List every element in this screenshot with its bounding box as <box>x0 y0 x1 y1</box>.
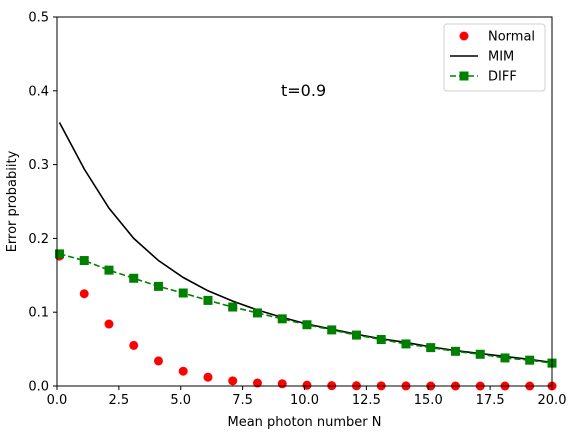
point-normal-3 <box>129 340 139 350</box>
y-tick-label-3: 0.3 <box>28 158 49 173</box>
legend-box <box>443 23 546 92</box>
point-normal-2 <box>104 319 114 329</box>
point-diff-11 <box>327 325 337 335</box>
y-tick-label-1: 0.1 <box>28 306 49 321</box>
x-tick-label-3: 7.5 <box>232 393 253 408</box>
point-diff-1 <box>79 256 89 266</box>
point-diff-10 <box>302 320 312 330</box>
point-diff-3 <box>129 273 139 283</box>
x-tick-label-1: 2.5 <box>109 393 130 408</box>
point-diff-15 <box>426 343 436 353</box>
point-diff-19 <box>525 355 535 365</box>
axes-layer: 0.0 2.5 5.0 7.5 10.0 12.5 15.0 17.5 20.0 0.0 0.1 0.… <box>28 11 566 409</box>
legend-marker-diff <box>459 71 469 81</box>
point-diff-4 <box>153 281 163 291</box>
point-diff-14 <box>401 339 411 349</box>
point-diff-6 <box>203 295 213 305</box>
point-diff-16 <box>450 346 460 356</box>
y-axis-label: Error probabiity <box>5 150 20 252</box>
point-diff-17 <box>475 349 485 359</box>
point-normal-10 <box>302 380 312 390</box>
legend-label-mim: MIM <box>488 50 514 65</box>
point-diff-9 <box>277 314 287 324</box>
point-normal-8 <box>252 378 262 388</box>
x-tick-label-5: 12.5 <box>352 393 381 408</box>
point-normal-6 <box>203 372 213 382</box>
point-diff-7 <box>228 302 238 312</box>
point-normal-1 <box>79 289 89 299</box>
point-normal-4 <box>153 356 163 366</box>
point-diff-12 <box>351 330 361 340</box>
y-tick-label-0: 0.0 <box>28 380 49 395</box>
point-diff-5 <box>178 288 188 298</box>
x-tick-label-8: 20.0 <box>538 393 567 408</box>
chart-annotation: t=0.9 <box>281 81 326 100</box>
y-tick-label-4: 0.4 <box>28 84 49 99</box>
x-tick-label-4: 10.0 <box>290 393 319 408</box>
point-diff-0 <box>54 249 64 259</box>
legend-label-normal: Normal <box>488 30 535 45</box>
x-tick-label-7: 17.5 <box>476 393 505 408</box>
point-diff-18 <box>500 353 510 363</box>
y-tick-label-5: 0.5 <box>28 11 49 26</box>
x-axis-label: Mean photon number N <box>227 415 381 430</box>
point-diff-13 <box>376 335 386 345</box>
point-diff-8 <box>252 308 262 318</box>
x-tick-label-2: 5.0 <box>170 393 191 408</box>
x-tick-label-0: 0.0 <box>47 393 68 408</box>
point-normal-5 <box>178 366 188 376</box>
legend: Normal MIM DIFF <box>443 23 546 92</box>
legend-label-diff: DIFF <box>488 70 517 85</box>
point-normal-7 <box>228 376 238 386</box>
point-normal-9 <box>277 379 287 389</box>
x-tick-label-6: 15.0 <box>414 393 443 408</box>
y-tick-label-2: 0.2 <box>28 232 49 247</box>
legend-marker-normal <box>459 31 469 41</box>
point-diff-2 <box>104 265 114 275</box>
